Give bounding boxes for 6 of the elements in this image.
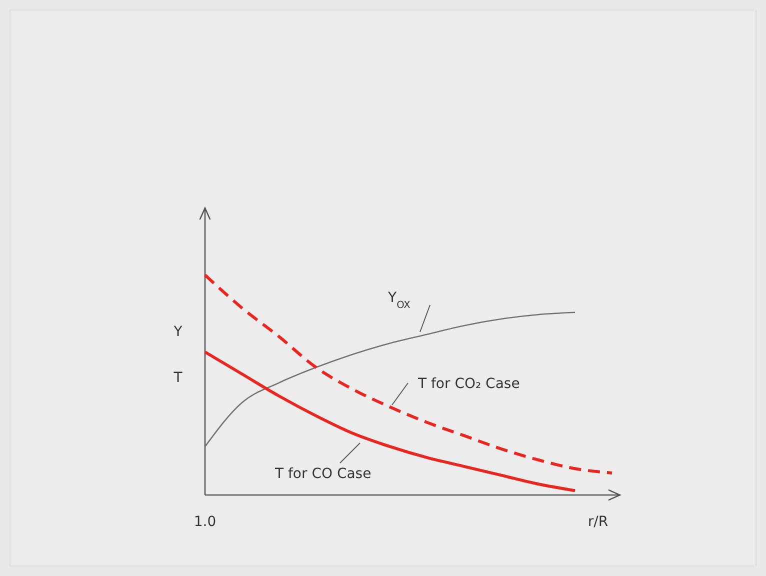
text: Y T <box>174 324 182 386</box>
x-axis-title: r/R <box>588 514 608 530</box>
series-label: Y$_{OX}$ <box>387 290 411 310</box>
series-label: T for CO₂ Case <box>417 376 520 392</box>
text: 1.0 <box>194 514 216 530</box>
series-label: T for CO Case <box>274 466 372 482</box>
